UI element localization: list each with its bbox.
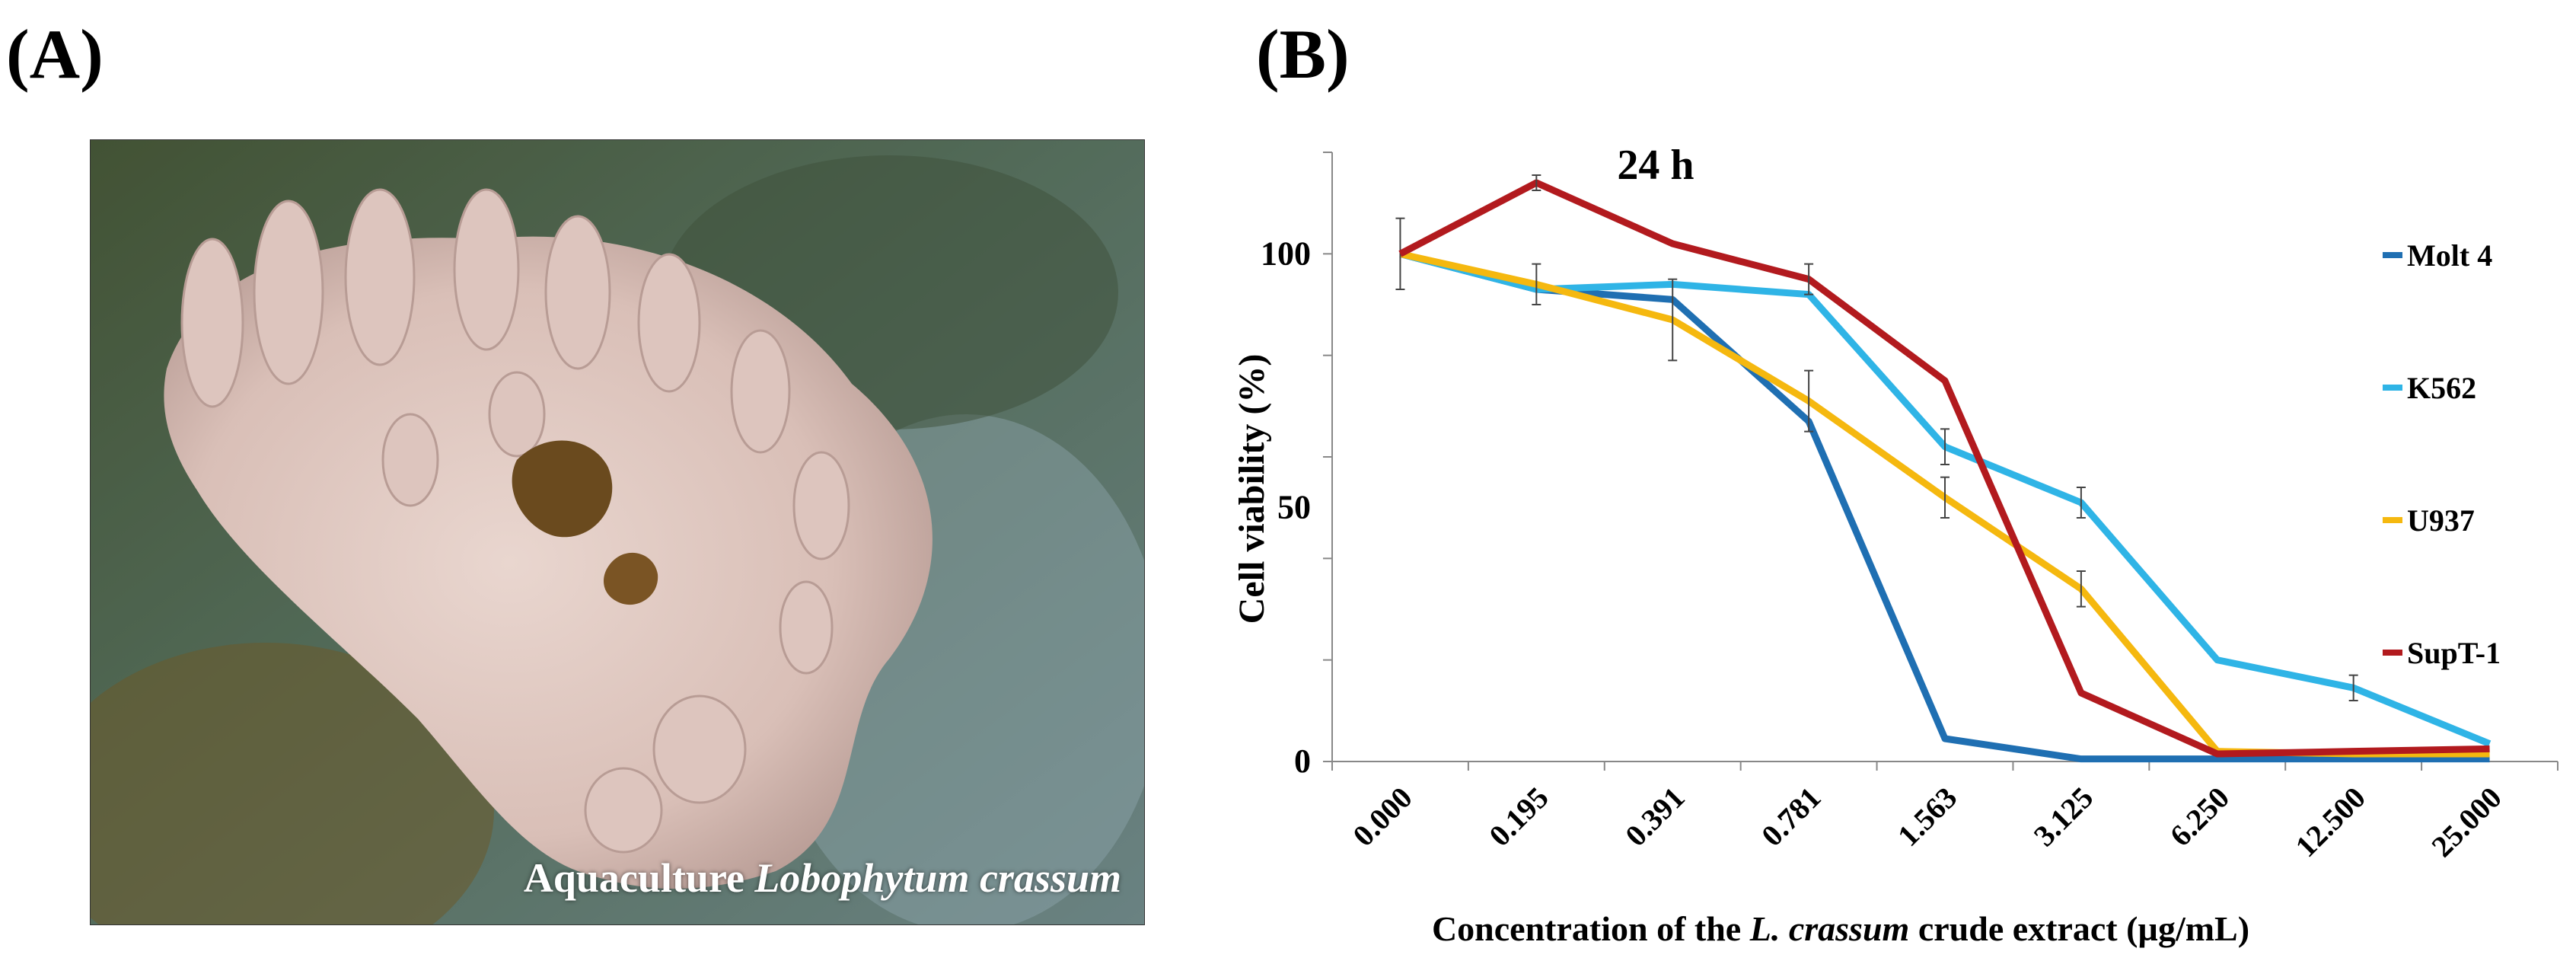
x-tick-label: 6.250	[2163, 781, 2236, 853]
legend-label: K562	[2407, 371, 2476, 405]
series-supt-1	[1398, 174, 2490, 758]
series-u937	[1395, 217, 2490, 758]
x-tick-label: 0.391	[1618, 781, 1691, 853]
x-axis-label-prefix: Concentration of the	[1432, 909, 1750, 948]
legend-label: SupT-1	[2407, 636, 2501, 670]
photo-caption: Aquaculture Lobophytum crassum	[524, 854, 1121, 902]
x-tick-label: 25.000	[2425, 781, 2508, 864]
y-axis-label: Cell viability (%)	[1232, 354, 1272, 624]
series-k562	[1399, 250, 2492, 747]
x-axis-label-species: L. crassum	[1749, 909, 1910, 948]
y-ticks: 0 50 100	[1261, 152, 1332, 780]
y-tick-label: 0	[1294, 742, 1311, 780]
y-tick-label: 50	[1277, 489, 1311, 526]
x-tick-label: 1.563	[1891, 781, 1963, 853]
chart-title: 24 h	[1617, 142, 1694, 189]
x-tick-label: 0.781	[1755, 781, 1827, 853]
x-tick-label: 12.500	[2288, 781, 2372, 864]
panel-label-b: (B)	[1256, 15, 1350, 93]
caption-species: Lobophytum crassum	[754, 855, 1121, 901]
x-ticks: 0.000 0.195 0.391 0.781 1.563 3.125 6.250 12.50…	[1331, 761, 2558, 864]
caption-prefix: Aquaculture	[523, 855, 755, 901]
coral-photo: Aquaculture Lobophytum crassum	[90, 139, 1145, 925]
series-line	[1398, 179, 2490, 758]
x-tick-label: 0.000	[1346, 781, 1418, 853]
legend-label: Molt 4	[2407, 238, 2492, 273]
x-tick-label: 3.125	[2027, 781, 2099, 853]
chart-series	[1395, 174, 2492, 763]
coral-illustration	[91, 140, 1144, 924]
x-tick-label: 0.195	[1482, 781, 1554, 853]
legend-label: U937	[2407, 503, 2475, 538]
x-axis-label: Concentration of the L. crassum crude ex…	[1432, 909, 2249, 948]
x-axis-label-suffix: crude extract (µg/mL)	[1909, 909, 2249, 948]
y-tick-label: 100	[1261, 235, 1311, 272]
viability-chart: 0 50 100 0.000 0.195 0.391 0.781 1.563 3.125 6.2…	[1232, 142, 2558, 948]
panel-label-a: (A)	[6, 15, 104, 93]
chart-legend: Molt 4 K562 U937 SupT-1	[2383, 238, 2501, 670]
